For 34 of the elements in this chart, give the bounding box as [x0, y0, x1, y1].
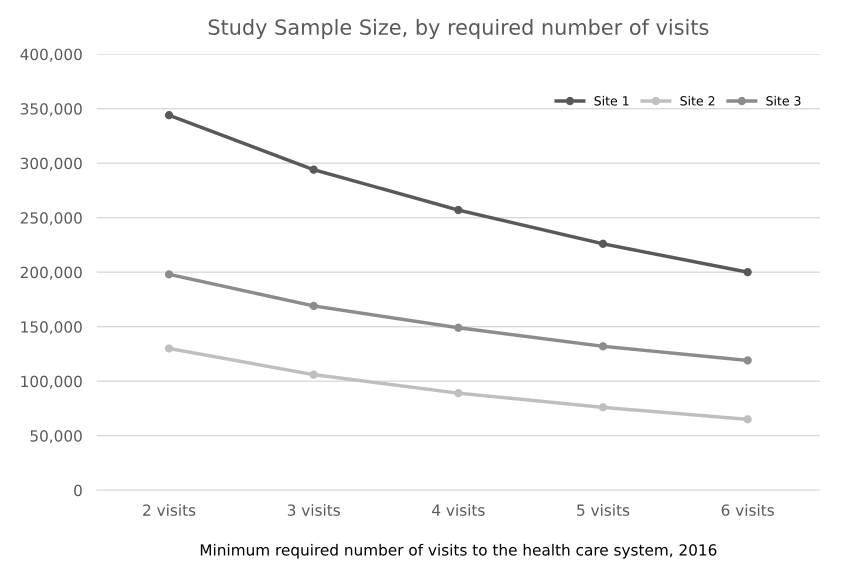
- y-tick-label: 300,000: [20, 158, 82, 171]
- y-tick-label: 400,000: [20, 48, 82, 62]
- point: [310, 166, 318, 174]
- point: [310, 302, 318, 310]
- point: [598, 240, 608, 248]
- point: [743, 415, 752, 424]
- point: [743, 356, 752, 365]
- point: [310, 370, 318, 379]
- point: [743, 268, 752, 276]
- y-tick-label: 350,000: [20, 103, 82, 116]
- x-axis-title: Minimum required number of visits to the health care system, 2016: [200, 544, 716, 559]
- legend-label: Site 2: [680, 96, 714, 106]
- y-tick-label: 200,000: [20, 266, 82, 280]
- legend-label: Site 1: [594, 96, 628, 106]
- point: [454, 324, 463, 332]
- y-tick-label: 0: [74, 484, 82, 496]
- y-tick-label: 150,000: [21, 321, 82, 334]
- y-tick-label: 50,000: [30, 430, 82, 444]
- point: [598, 403, 608, 412]
- point: [454, 206, 463, 214]
- x-tick-label: 6 visits: [722, 504, 774, 516]
- x-tick-label: 4 visits: [432, 504, 485, 516]
- point: [454, 389, 463, 398]
- y-tick-label: 250,000: [20, 212, 82, 226]
- legend-label: Site 3: [766, 96, 800, 106]
- x-tick-label: 2 visits: [143, 504, 196, 516]
- point: [598, 342, 608, 350]
- point: [164, 270, 174, 279]
- point: [164, 111, 174, 120]
- x-tick-label: 3 visits: [288, 504, 340, 516]
- y-tick-label: 100,000: [21, 376, 82, 389]
- chart-title: Study Sample Size, by required number of visits: [208, 18, 708, 40]
- x-tick-label: 5 visits: [577, 504, 630, 516]
- point: [164, 344, 174, 353]
